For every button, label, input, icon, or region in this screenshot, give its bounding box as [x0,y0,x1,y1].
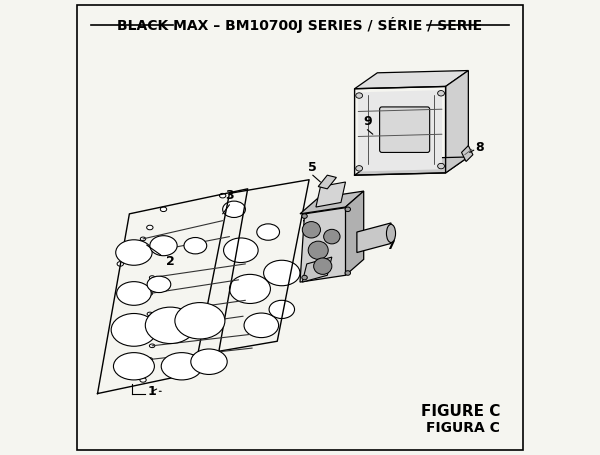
Ellipse shape [345,271,350,275]
Ellipse shape [302,214,307,218]
Ellipse shape [323,229,340,244]
Ellipse shape [437,163,445,169]
Text: 5: 5 [302,212,311,225]
Ellipse shape [145,307,196,344]
Ellipse shape [224,238,258,263]
Ellipse shape [263,260,300,286]
Polygon shape [355,71,469,89]
Ellipse shape [117,364,124,369]
Text: 4: 4 [311,240,320,253]
Ellipse shape [149,344,155,348]
Ellipse shape [302,275,307,280]
Ellipse shape [161,353,202,380]
Text: 5: 5 [308,161,317,174]
Ellipse shape [147,312,152,316]
Ellipse shape [244,313,278,338]
Ellipse shape [146,225,153,230]
Ellipse shape [149,276,155,279]
Ellipse shape [117,262,124,266]
Text: 2: 2 [146,245,175,268]
Polygon shape [300,207,350,282]
Polygon shape [358,90,442,172]
Ellipse shape [437,91,445,96]
Text: FIGURA C: FIGURA C [427,421,500,435]
Ellipse shape [220,193,226,198]
Polygon shape [355,157,469,175]
Ellipse shape [308,241,328,259]
Ellipse shape [113,353,154,380]
Ellipse shape [191,349,227,374]
Ellipse shape [111,313,157,346]
Ellipse shape [116,240,152,265]
Text: 7: 7 [386,239,395,252]
Text: 1: 1 [148,385,161,398]
Ellipse shape [140,378,146,382]
Text: 3: 3 [225,189,234,202]
Ellipse shape [345,207,350,212]
Ellipse shape [356,93,362,98]
Ellipse shape [116,282,151,305]
Polygon shape [346,191,364,275]
Polygon shape [316,182,346,207]
Text: BLACK MAX – BM10700J SERIES / SÉRIE / SERIE: BLACK MAX – BM10700J SERIES / SÉRIE / SE… [118,17,482,33]
Text: 9: 9 [363,115,371,128]
Polygon shape [302,257,332,282]
Text: 6: 6 [316,251,325,263]
Ellipse shape [229,274,271,303]
Ellipse shape [302,222,320,238]
Ellipse shape [140,237,146,241]
Ellipse shape [147,276,171,293]
Ellipse shape [147,358,152,361]
Polygon shape [461,146,473,162]
Ellipse shape [175,303,225,339]
Ellipse shape [160,207,167,212]
Ellipse shape [223,201,245,217]
Text: 8: 8 [475,142,484,154]
Ellipse shape [147,292,152,295]
Polygon shape [446,71,469,173]
Polygon shape [318,175,337,189]
FancyBboxPatch shape [380,107,430,152]
Ellipse shape [150,236,177,256]
Ellipse shape [269,300,295,318]
Ellipse shape [257,224,280,240]
Ellipse shape [314,258,332,274]
Ellipse shape [386,224,395,243]
Polygon shape [357,223,391,253]
Ellipse shape [145,328,151,332]
Polygon shape [300,191,364,214]
Ellipse shape [145,251,151,254]
Ellipse shape [184,238,207,254]
Text: FIGURE C: FIGURE C [421,404,500,419]
Ellipse shape [356,166,362,171]
